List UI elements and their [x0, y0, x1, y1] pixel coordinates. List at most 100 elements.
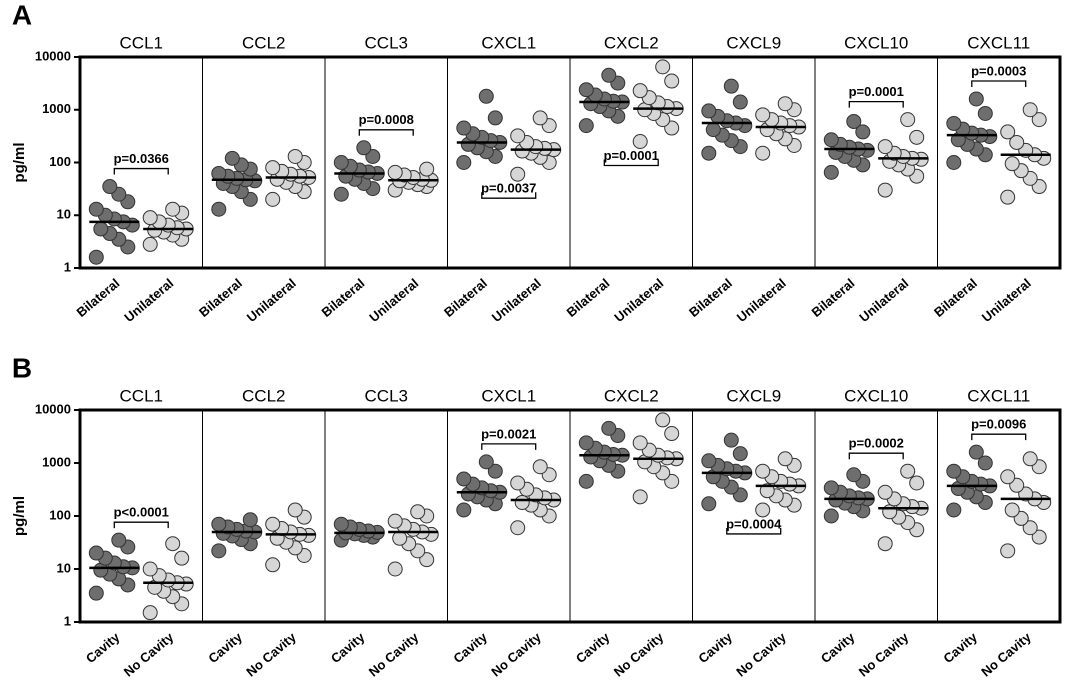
- data-dot: [1000, 189, 1016, 205]
- significance-bracket: [848, 452, 904, 460]
- data-dot: [532, 459, 548, 475]
- data-dot: [265, 160, 281, 176]
- data-dot: [510, 475, 526, 491]
- data-dot: [732, 94, 748, 110]
- x-tick-label: No Cavity: [366, 629, 422, 680]
- x-tick-label: Cavity: [695, 629, 735, 666]
- p-value: p=0.0001: [849, 84, 904, 99]
- data-dot: [142, 561, 158, 577]
- data-dot: [823, 164, 839, 180]
- data-dot: [142, 236, 158, 252]
- panel-title: CXCL10: [844, 386, 908, 405]
- data-dot: [655, 59, 671, 75]
- p-value: p<0.0001: [114, 505, 169, 520]
- y-tick-label: 1: [64, 259, 71, 274]
- data-dot: [946, 502, 962, 518]
- data-dot: [701, 145, 717, 161]
- data-dot: [977, 105, 993, 121]
- data-dot: [111, 532, 127, 548]
- x-tick-label: Cavity: [573, 629, 613, 666]
- data-dot: [532, 110, 548, 126]
- data-dot: [1004, 502, 1020, 518]
- data-dot: [632, 83, 648, 99]
- panel-title: CXCL11: [967, 33, 1030, 52]
- data-dot: [632, 435, 648, 451]
- x-tick-label: No Cavity: [243, 629, 299, 680]
- x-tick-label: Unilateral: [244, 275, 299, 325]
- data-dot: [514, 494, 530, 510]
- data-dot: [723, 432, 739, 448]
- data-dot: [855, 124, 871, 140]
- data-dot: [142, 605, 158, 621]
- data-dot: [287, 502, 303, 518]
- data-dot: [823, 132, 839, 148]
- data-dot: [211, 201, 227, 217]
- panel-title: CCL3: [365, 33, 408, 52]
- data-dot: [478, 454, 494, 470]
- x-tick-label: No Cavity: [856, 629, 912, 680]
- x-tick-label: No Cavity: [488, 629, 544, 680]
- panel-title: CCL2: [242, 33, 285, 52]
- data-dot: [287, 148, 303, 164]
- p-value: p=0.0008: [359, 112, 414, 127]
- data-dot: [1009, 134, 1025, 150]
- data-dot: [1031, 529, 1047, 545]
- data-dot: [265, 516, 281, 532]
- data-dot: [456, 471, 472, 487]
- x-tick-label: Unilateral: [366, 275, 421, 325]
- data-dot: [478, 88, 494, 104]
- data-dot: [755, 502, 771, 518]
- significance-bracket: [113, 521, 169, 529]
- data-dot: [877, 182, 893, 198]
- data-dot: [578, 435, 594, 451]
- significance-bracket: [971, 80, 1027, 87]
- x-tick-label: Cavity: [328, 629, 368, 666]
- data-dot: [777, 451, 793, 467]
- data-dot: [1031, 112, 1047, 128]
- data-dot: [601, 67, 617, 83]
- data-dot: [701, 453, 717, 469]
- data-dot: [759, 483, 775, 499]
- significance-bracket: [481, 192, 537, 199]
- data-dot: [410, 504, 426, 520]
- data-dot: [968, 91, 984, 107]
- data-dot: [387, 164, 403, 180]
- data-dot: [387, 513, 403, 529]
- data-dot: [88, 201, 104, 217]
- p-value: p=0.0004: [726, 516, 782, 531]
- panel-title: CXCL11: [967, 386, 1030, 405]
- data-dot: [165, 536, 181, 552]
- data-dot: [823, 480, 839, 496]
- x-tick-label: Cavity: [940, 629, 980, 666]
- panel-title: CXCL2: [604, 33, 659, 52]
- data-dot: [632, 489, 648, 505]
- panel-title: CCL3: [365, 386, 408, 405]
- data-dot: [601, 420, 617, 436]
- y-tick-label: 10000: [35, 48, 71, 63]
- data-dot: [510, 128, 526, 144]
- data-dot: [265, 557, 281, 573]
- data-dot: [265, 191, 281, 207]
- data-dot: [487, 463, 503, 479]
- data-dot: [88, 545, 104, 561]
- panel-title: CCL1: [120, 386, 163, 405]
- data-dot: [632, 134, 648, 150]
- x-tick-label: Bilateral: [73, 275, 122, 319]
- data-dot: [977, 455, 993, 471]
- y-tick-label: 100: [49, 507, 71, 522]
- data-dot: [510, 166, 526, 182]
- x-tick-label: Bilateral: [318, 275, 367, 319]
- x-tick-label: Bilateral: [196, 275, 245, 319]
- x-tick-label: Bilateral: [441, 275, 490, 319]
- data-dot: [1000, 469, 1016, 485]
- y-tick-label: 1000: [42, 101, 71, 116]
- plot-frame: [78, 55, 1062, 270]
- data-dot: [211, 165, 227, 181]
- panel-title: CXCL1: [481, 386, 536, 405]
- x-tick-label: Bilateral: [563, 275, 612, 319]
- panel-title: CCL2: [242, 386, 285, 405]
- data-dot: [777, 96, 793, 112]
- data-dot: [664, 426, 680, 442]
- data-dot: [755, 107, 771, 123]
- data-dot: [88, 249, 104, 265]
